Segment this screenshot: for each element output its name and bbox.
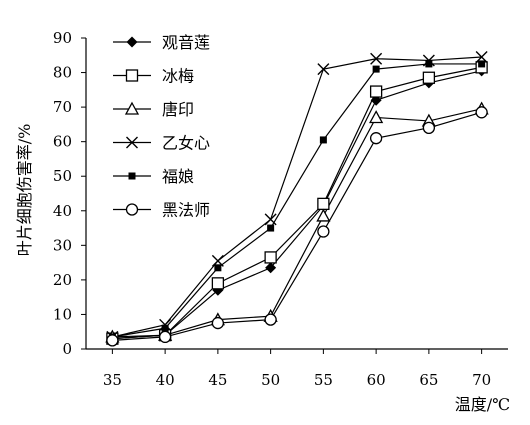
data-point [317, 225, 330, 238]
y-tick-label: 0 [62, 340, 72, 358]
legend-marker [126, 36, 138, 48]
data-point [264, 313, 277, 326]
data-point [475, 51, 488, 64]
data-point [425, 60, 433, 68]
data-point [478, 60, 486, 68]
x-tick-label: 35 [103, 371, 122, 389]
data-point [211, 316, 225, 330]
data-point [319, 136, 327, 144]
series-line [112, 111, 482, 341]
legend-marker [124, 101, 140, 115]
data-point [422, 71, 436, 84]
series-line [112, 63, 482, 338]
legend-label: 黑法师 [162, 201, 210, 220]
data-point [422, 121, 436, 134]
y-tick-label: 70 [53, 98, 72, 116]
y-tick-label: 60 [53, 133, 72, 151]
data-point [267, 224, 275, 232]
legend-label: 福娘 [162, 167, 194, 186]
legend-marker [125, 69, 139, 82]
y-tick-label: 80 [53, 64, 72, 82]
x-tick-label: 55 [314, 371, 333, 389]
data-point [106, 334, 119, 347]
x-tick-label: 45 [208, 371, 227, 389]
series-line [112, 70, 482, 340]
data-point [161, 324, 169, 332]
legend-label: 乙女心 [162, 134, 210, 153]
series-line [112, 56, 482, 338]
data-point [317, 197, 330, 211]
series-line [112, 108, 482, 338]
y-tick-label: 20 [53, 271, 72, 289]
x-tick-label: 70 [472, 371, 491, 389]
plot-area: 0 10 20 30 40 50 60 70 80 90 35 40 45 50 55 60 65 70 [53, 29, 508, 389]
legend-label: 观音莲 [162, 33, 210, 52]
data-point [369, 85, 383, 98]
data-point [369, 132, 383, 145]
legend-marker [125, 203, 139, 216]
data-point [317, 63, 330, 76]
data-point [369, 110, 384, 124]
data-point [265, 262, 277, 274]
data-point [264, 213, 277, 226]
y-tick-label: 10 [53, 305, 72, 323]
data-point [372, 65, 380, 73]
y-axis-title: 叶片细胞伤害率/% [15, 124, 34, 257]
y-tick-label: 90 [53, 29, 72, 47]
x-tick-label: 40 [156, 371, 175, 389]
data-point [475, 106, 488, 119]
x-tick-label: 65 [419, 371, 438, 389]
legend-label: 唐印 [162, 100, 194, 119]
data-point [316, 208, 331, 222]
data-point [211, 254, 224, 267]
data-point [264, 251, 277, 264]
data-point [370, 52, 383, 65]
x-axis-title: 温度/℃ [455, 395, 510, 414]
legend-marker [126, 136, 138, 149]
data-point [158, 330, 172, 344]
legend-label: 冰梅 [162, 67, 194, 86]
data-point [211, 277, 225, 290]
y-tick-label: 50 [53, 167, 72, 185]
y-tick-label: 40 [53, 202, 72, 220]
series-line [112, 66, 482, 340]
legend-marker [128, 172, 136, 180]
y-tick-label: 30 [53, 236, 72, 254]
x-tick-label: 60 [367, 371, 386, 389]
data-point [214, 264, 222, 272]
x-tick-label: 50 [261, 371, 280, 389]
